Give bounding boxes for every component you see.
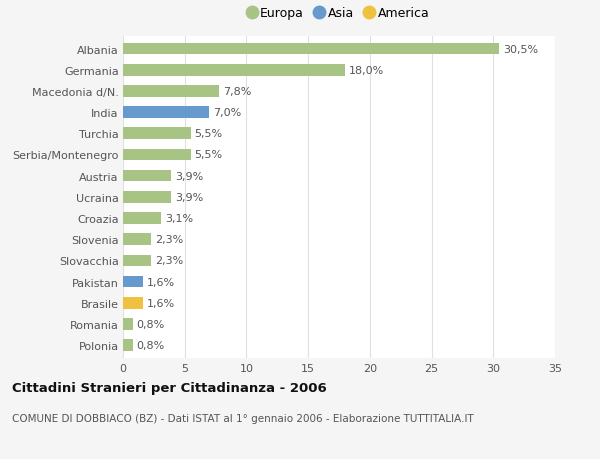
Bar bbox=[123, 234, 151, 246]
Bar bbox=[123, 213, 161, 224]
Bar bbox=[123, 149, 191, 161]
Text: 30,5%: 30,5% bbox=[503, 45, 538, 55]
Bar bbox=[123, 86, 219, 97]
Text: Cittadini Stranieri per Cittadinanza - 2006: Cittadini Stranieri per Cittadinanza - 2… bbox=[12, 381, 327, 394]
Text: COMUNE DI DOBBIACO (BZ) - Dati ISTAT al 1° gennaio 2006 - Elaborazione TUTTITALI: COMUNE DI DOBBIACO (BZ) - Dati ISTAT al … bbox=[12, 413, 474, 423]
Text: 2,3%: 2,3% bbox=[155, 235, 184, 245]
Text: 1,6%: 1,6% bbox=[146, 277, 175, 287]
Bar bbox=[123, 44, 499, 55]
Bar bbox=[123, 276, 143, 288]
Bar bbox=[123, 319, 133, 330]
Bar bbox=[123, 297, 143, 309]
Text: 18,0%: 18,0% bbox=[349, 66, 384, 76]
Bar bbox=[123, 128, 191, 140]
Text: 7,0%: 7,0% bbox=[213, 108, 241, 118]
Text: 2,3%: 2,3% bbox=[155, 256, 184, 266]
Bar bbox=[123, 65, 345, 76]
Text: 1,6%: 1,6% bbox=[146, 298, 175, 308]
Text: 5,5%: 5,5% bbox=[194, 129, 223, 139]
Bar bbox=[123, 170, 171, 182]
Text: 3,1%: 3,1% bbox=[165, 213, 193, 224]
Text: 0,8%: 0,8% bbox=[137, 340, 165, 350]
Bar bbox=[123, 107, 209, 118]
Text: 7,8%: 7,8% bbox=[223, 87, 251, 97]
Text: 3,9%: 3,9% bbox=[175, 171, 203, 181]
Text: 5,5%: 5,5% bbox=[194, 150, 223, 160]
Text: 0,8%: 0,8% bbox=[137, 319, 165, 329]
Text: 3,9%: 3,9% bbox=[175, 192, 203, 202]
Bar bbox=[123, 191, 171, 203]
Bar bbox=[123, 340, 133, 351]
Legend: Europa, Asia, America: Europa, Asia, America bbox=[245, 4, 433, 24]
Bar bbox=[123, 255, 151, 267]
